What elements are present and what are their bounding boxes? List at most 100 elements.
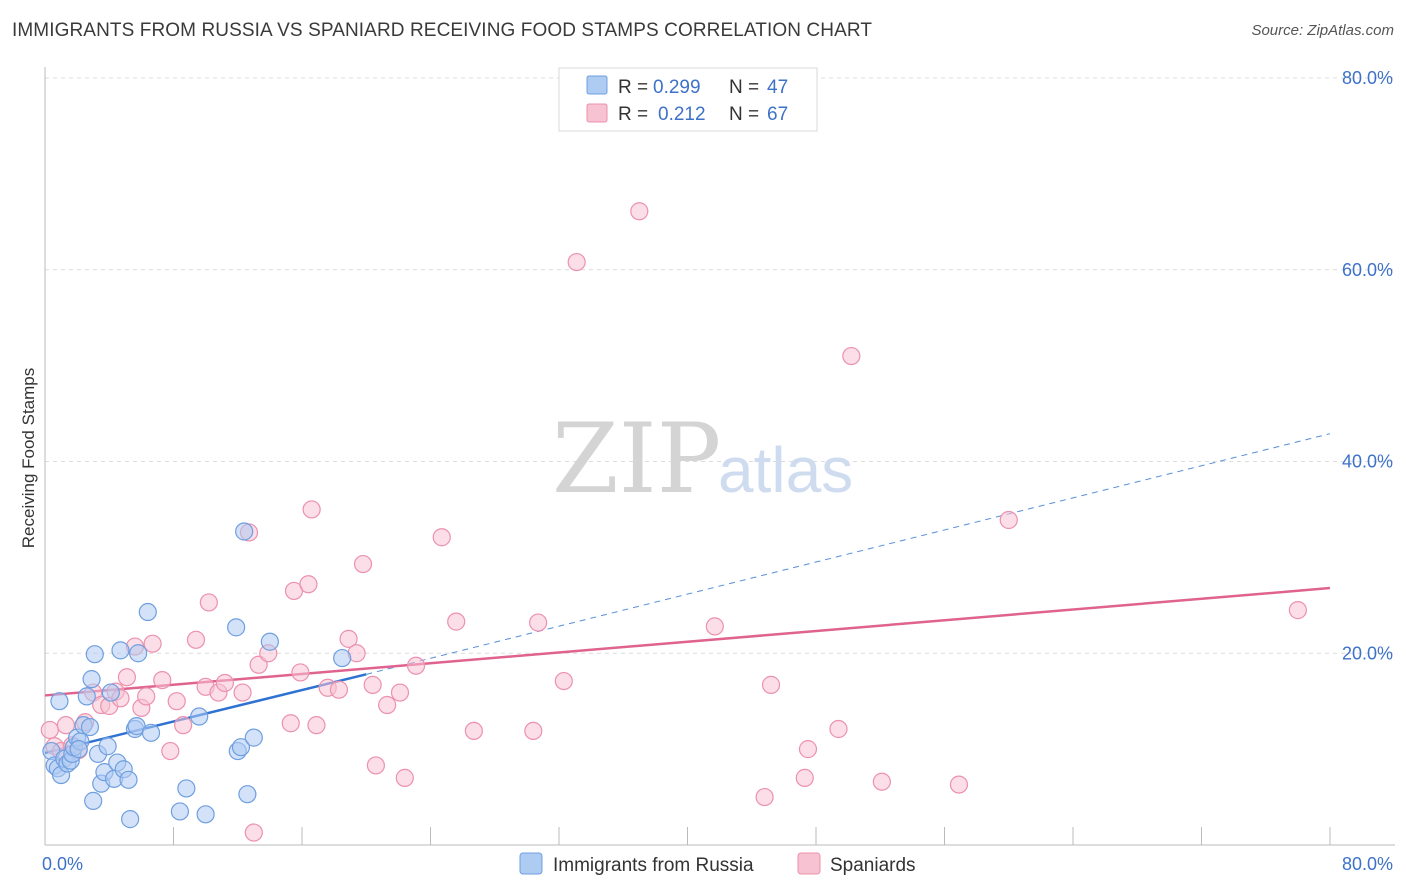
- gridlines: [45, 77, 1395, 654]
- point-russia-42: [238, 785, 257, 804]
- point-spain-64: [949, 775, 969, 794]
- y-tick-label-60: 60.0%: [1342, 260, 1393, 280]
- x-tick-label-min: 0.0%: [42, 854, 83, 874]
- legend-label-spain: Spaniards: [830, 855, 916, 876]
- point-spain-52: [529, 613, 548, 632]
- point-russia-43: [244, 728, 263, 747]
- point-spain-12: [117, 668, 137, 687]
- stats-n-value-spain: 67: [767, 104, 788, 125]
- point-russia-16: [84, 791, 103, 810]
- trend-line-russia-dashed: [366, 433, 1331, 675]
- chart-title: IMMIGRANTS FROM RUSSIA VS SPANIARD RECEI…: [12, 20, 873, 41]
- point-russia-3: [50, 692, 69, 711]
- trend-line-spain-solid: [44, 586, 1331, 697]
- stats-r-value-spain: 0.212: [658, 104, 706, 125]
- stats-legend: R = 0.299 N = 47 R = 0.212 N = 67: [558, 67, 818, 132]
- point-spain-46: [395, 768, 414, 787]
- point-spain-30: [244, 823, 263, 842]
- point-russia-21: [98, 737, 117, 756]
- point-spain-59: [795, 768, 814, 787]
- point-spain-53: [554, 671, 573, 691]
- point-spain-23: [199, 593, 218, 612]
- axes: [44, 67, 1395, 846]
- point-russia-31: [129, 644, 148, 663]
- y-tick-label-80: 80.0%: [1342, 68, 1393, 88]
- stats-swatch-spain: [586, 103, 608, 123]
- point-spain-0: [40, 720, 59, 740]
- point-spain-26: [233, 683, 252, 702]
- point-spain-19: [167, 692, 186, 711]
- point-spain-63: [872, 772, 891, 791]
- point-russia-41: [235, 522, 254, 541]
- point-russia-33: [141, 723, 161, 742]
- point-russia-15: [82, 670, 101, 689]
- x-tick-labels: 0.0% 80.0%: [42, 854, 1393, 874]
- point-russia-28: [121, 810, 140, 829]
- point-spain-35: [302, 500, 321, 519]
- legend-label-russia: Immigrants from Russia: [553, 855, 754, 876]
- point-spain-51: [524, 721, 543, 741]
- point-spain-41: [353, 554, 373, 574]
- point-spain-34: [299, 575, 318, 594]
- point-spain-31: [281, 714, 300, 733]
- point-spain-58: [761, 675, 781, 694]
- point-spain-61: [829, 719, 848, 739]
- point-spain-33: [291, 663, 310, 682]
- point-spain-62: [842, 346, 861, 366]
- stats-n-label-spain: N =: [729, 104, 759, 125]
- point-spain-42: [363, 675, 382, 694]
- stats-n-value-russia: 47: [767, 77, 788, 98]
- point-spain-60: [798, 740, 818, 759]
- point-russia-32: [138, 602, 157, 622]
- point-russia-38: [227, 618, 246, 637]
- y-tick-label-40: 40.0%: [1342, 452, 1393, 472]
- y-tick-label-20: 20.0%: [1342, 643, 1393, 663]
- point-spain-20: [174, 716, 193, 735]
- point-spain-56: [705, 617, 724, 636]
- x-tick-label-max: 80.0%: [1342, 854, 1393, 874]
- point-russia-17: [85, 645, 104, 664]
- point-russia-27: [119, 770, 138, 789]
- point-spain-43: [366, 756, 385, 775]
- point-spain-57: [755, 787, 774, 807]
- point-spain-36: [307, 716, 326, 735]
- source-note: Source: ZipAtlas.com: [1251, 22, 1394, 39]
- point-russia-22: [101, 683, 120, 702]
- stats-r-value-russia: 0.299: [653, 77, 701, 98]
- point-spain-39: [339, 629, 358, 648]
- legend-swatch-spain: [797, 852, 821, 875]
- point-spain-38: [329, 680, 349, 699]
- stats-n-label-russia: N =: [729, 77, 759, 98]
- point-russia-13: [77, 687, 96, 706]
- point-russia-35: [177, 779, 196, 798]
- series-legend: Immigrants from Russia Spaniards: [519, 852, 916, 876]
- point-russia-45: [333, 648, 352, 668]
- point-spain-49: [447, 612, 466, 631]
- point-spain-3: [56, 716, 75, 735]
- stats-r-label-russia: R =: [618, 77, 648, 98]
- point-spain-45: [390, 683, 410, 702]
- point-spain-48: [432, 528, 451, 547]
- point-spain-16: [143, 634, 162, 653]
- point-spain-18: [161, 741, 180, 761]
- watermark-zip: ZIP: [552, 403, 721, 515]
- watermark-atlas: atlas: [718, 434, 853, 506]
- point-spain-15: [137, 687, 156, 706]
- point-spain-55: [630, 202, 649, 221]
- point-russia-46: [69, 740, 88, 759]
- axis-ticks: [173, 827, 1331, 845]
- point-russia-34: [170, 802, 190, 821]
- point-russia-36: [190, 707, 209, 726]
- point-russia-25: [111, 641, 130, 660]
- stats-r-label-spain: R =: [618, 104, 648, 125]
- watermark: ZIP atlas: [552, 403, 853, 515]
- point-russia-37: [196, 805, 215, 824]
- point-spain-66: [1288, 601, 1307, 620]
- point-spain-21: [186, 630, 206, 649]
- point-spain-47: [406, 656, 426, 675]
- point-spain-25: [215, 673, 234, 693]
- y-tick-labels: 20.0% 40.0% 60.0% 80.0%: [1342, 68, 1393, 663]
- point-spain-50: [464, 721, 483, 741]
- data-points: [40, 202, 1307, 842]
